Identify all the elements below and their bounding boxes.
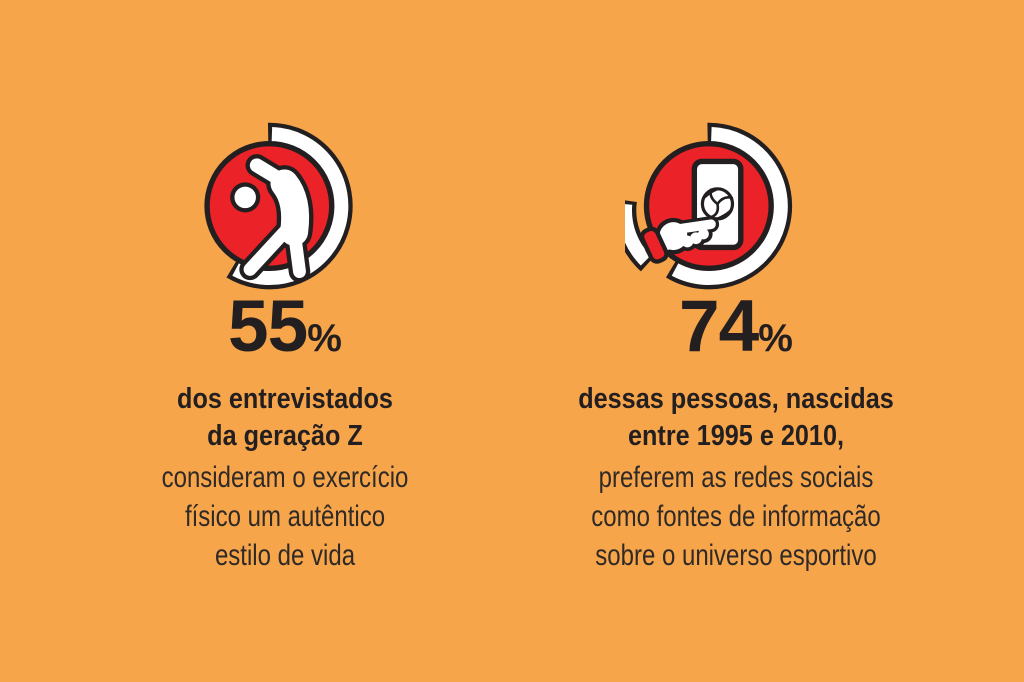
stat-value: 74 bbox=[679, 286, 759, 367]
white-ring-arc bbox=[665, 122, 793, 290]
white-ring-arc bbox=[226, 122, 353, 290]
person-stretching-icon bbox=[204, 122, 353, 290]
stat-bold-caption: dessas pessoas, nascidas entre 1995 e 20… bbox=[571, 381, 902, 455]
bold-caption-line: dessas pessoas, nascidas bbox=[578, 383, 894, 415]
bold-caption-line: entre 1995 e 2010, bbox=[627, 420, 845, 452]
stat-card-exercise: 55% dos entrevistados da geração Z consi… bbox=[105, 120, 465, 575]
light-caption-line: preferem as redes sociais bbox=[598, 461, 874, 494]
volleyball-icon bbox=[700, 187, 735, 221]
light-caption-line: sobre o universo esportivo bbox=[595, 539, 877, 572]
percent-sign: % bbox=[307, 317, 342, 360]
hand-holding-phone-volleyball-icon bbox=[625, 122, 793, 290]
light-caption-line: consideram o exercício bbox=[161, 461, 409, 494]
bold-caption-line: da geração Z bbox=[207, 420, 363, 452]
stat-bold-caption: dos entrevistados da geração Z bbox=[128, 381, 441, 455]
stat-light-caption: consideram o exercício físico um autênti… bbox=[141, 458, 429, 575]
bold-caption-line: dos entrevistados bbox=[177, 383, 393, 415]
light-caption-line: físico um autêntico bbox=[184, 500, 386, 533]
left-crescent-arc bbox=[625, 200, 657, 272]
stat-number: 55% bbox=[105, 290, 465, 375]
stat-number: 74% bbox=[546, 290, 926, 375]
light-caption-line: estilo de vida bbox=[214, 539, 356, 572]
light-caption-line: como fontes de informação bbox=[591, 500, 881, 533]
percent-sign: % bbox=[758, 317, 793, 360]
sleeve-cuff bbox=[639, 226, 669, 264]
person-figure bbox=[234, 158, 310, 279]
stat-light-caption: preferem as redes sociais como fontes de… bbox=[584, 458, 888, 575]
stat-card-social-media: 74% dessas pessoas, nascidas entre 1995 … bbox=[546, 120, 926, 575]
stat-value: 55 bbox=[228, 286, 308, 367]
